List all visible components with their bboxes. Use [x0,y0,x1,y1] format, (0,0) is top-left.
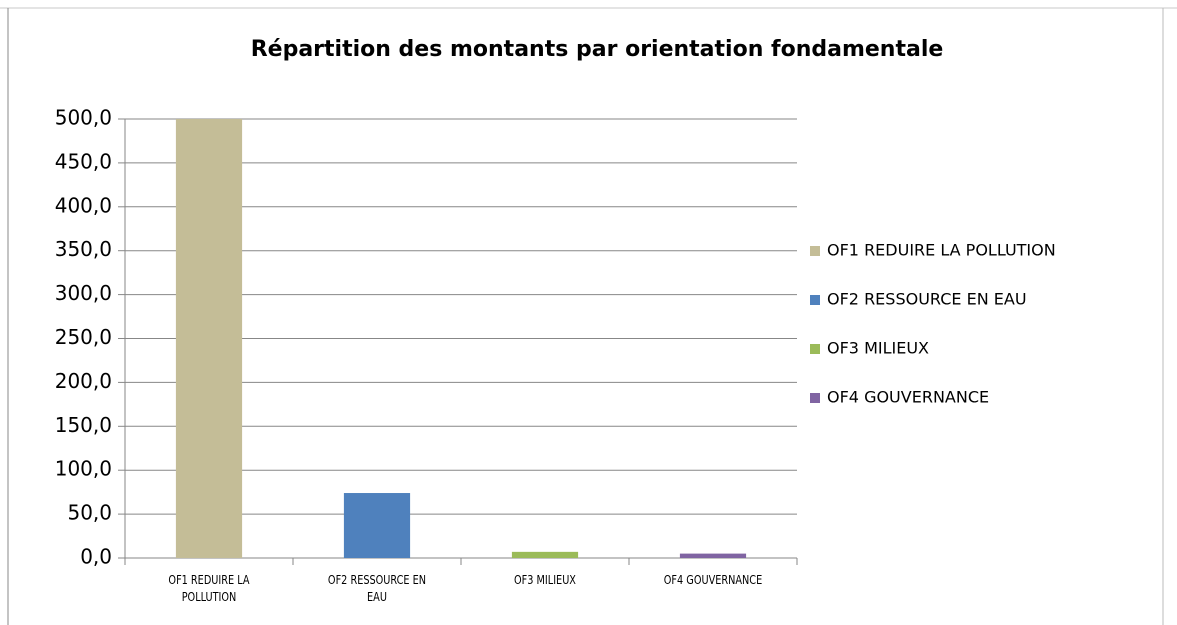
y-tick-label: 350,0 [55,237,112,261]
chart-title: Répartition des montants par orientation… [251,37,944,62]
legend-swatch [810,246,820,256]
y-tick-label: 300,0 [55,281,112,305]
y-tick-label: 50,0 [67,501,112,525]
bar [175,119,243,558]
legend-label: OF2 RESSOURCE EN EAU [827,290,1027,309]
bar [343,493,411,558]
x-tick-label: OF2 RESSOURCE EN EAU [327,573,427,604]
bar [511,551,579,558]
legend-label: OF4 GOUVERNANCE [827,388,989,407]
y-tick-label: 0,0 [80,545,112,569]
y-tick-label: 500,0 [55,106,112,130]
legend-swatch [810,344,820,354]
legend-swatch [810,393,820,403]
legend-swatch [810,295,820,305]
y-tick-label: 250,0 [55,325,112,349]
y-tick-label: 450,0 [55,149,112,173]
y-tick-label: 150,0 [55,413,112,437]
x-tick-label: OF3 MILIEUX [514,573,576,587]
x-tick-label: OF4 GOUVERNANCE [663,573,763,587]
y-tick-label: 400,0 [55,193,112,217]
bar [679,553,747,558]
x-tick-label: OF1 REDUIRE LA POLLUTION [168,573,250,604]
legend-label: OF3 MILIEUX [827,339,929,358]
y-tick-label: 100,0 [55,457,112,481]
legend-label: OF1 REDUIRE LA POLLUTION [827,241,1056,260]
y-tick-label: 200,0 [55,369,112,393]
